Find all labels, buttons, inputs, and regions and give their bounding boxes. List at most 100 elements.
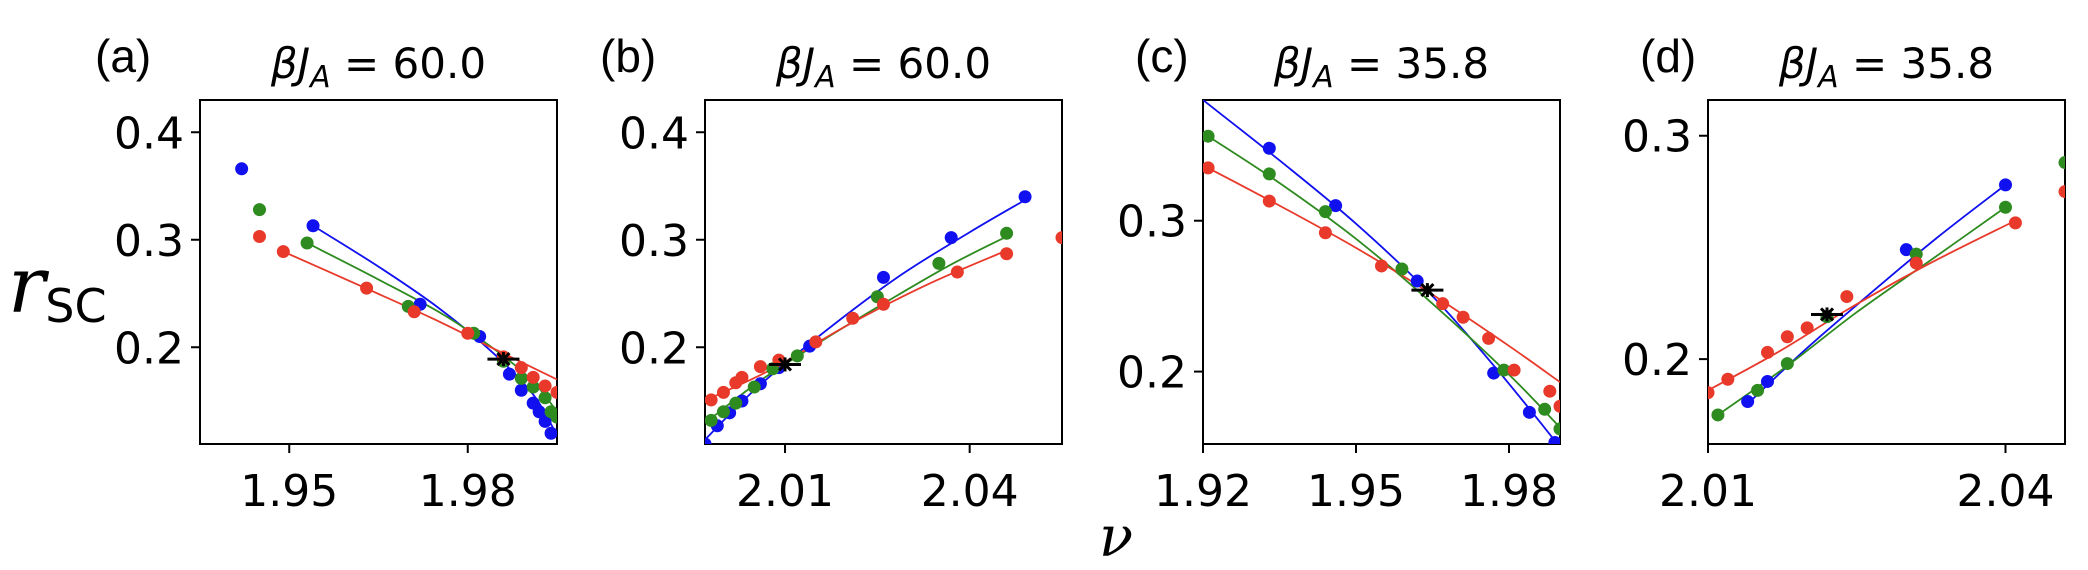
data-point-green <box>716 405 730 419</box>
axes-frame <box>1202 99 1561 445</box>
data-point-green <box>932 256 946 270</box>
data-point-green <box>1553 422 1560 436</box>
data-point-red <box>1456 310 1470 324</box>
y-tick-label: 0.2 <box>114 323 184 374</box>
data-point-blue <box>502 367 516 381</box>
data-point-red <box>2058 185 2065 199</box>
data-point-red <box>550 385 557 399</box>
data-point-red <box>407 305 421 319</box>
data-point-blue <box>1761 374 1774 388</box>
data-point-red <box>950 265 964 279</box>
data-point-red <box>1507 363 1521 377</box>
y-axis-label-sub: SC <box>45 279 106 333</box>
data-point-red <box>461 326 475 340</box>
data-point-green <box>1751 383 1765 397</box>
data-point-red <box>276 245 290 259</box>
panel-a: (a) βJA = 60.0 1.95 1.98 0.2 0.3 0.4 <box>95 30 558 517</box>
data-point-blue <box>944 231 958 245</box>
data-point-green <box>514 371 528 385</box>
y-tick-label: 0.2 <box>1622 335 1692 386</box>
data-point-blue <box>1548 435 1560 444</box>
data-point-blue <box>1329 199 1343 213</box>
data-point-green <box>1497 363 1511 377</box>
data-point-red <box>1318 226 1332 240</box>
axes-frame <box>704 99 1063 445</box>
data-point-blue <box>514 383 528 397</box>
data-point-red <box>1761 345 1774 359</box>
data-point-green <box>253 203 266 217</box>
y-axis-label-main: r <box>8 241 50 331</box>
data-point-blue <box>1522 405 1536 419</box>
fit-line-blue <box>705 199 1026 441</box>
data-point-red <box>1000 247 1014 261</box>
panel-title: βJA = 60.0 <box>775 39 991 95</box>
data-point-blue <box>1262 141 1276 155</box>
data-point-blue <box>538 414 552 428</box>
data-point-blue <box>705 437 712 444</box>
fit-line-blue <box>1203 100 1559 444</box>
data-point-red <box>1055 231 1062 245</box>
panel-letter-label: (d) <box>1640 30 1696 82</box>
data-point-green <box>1999 200 2012 214</box>
data-point-red <box>705 393 718 407</box>
data-point-blue <box>235 162 249 176</box>
x-tick-label: 1.92 <box>1154 466 1252 517</box>
panel-title: βJA = 35.8 <box>1273 39 1489 95</box>
data-point-red <box>1262 194 1276 208</box>
data-point-blue <box>1741 395 1755 409</box>
axes-frame <box>199 99 558 445</box>
data-point-red <box>1482 331 1496 345</box>
y-tick-label: 0.3 <box>1622 112 1692 163</box>
x-tick-label: 1.95 <box>240 466 338 517</box>
panel-b: (b) βJA = 60.0 2.01 2.04 0.2 0.3 0.4 <box>600 30 1063 517</box>
data-point-red <box>538 379 552 393</box>
data-point-blue <box>544 426 557 440</box>
x-tick-label: 2.04 <box>921 466 1019 517</box>
data-point-blue <box>532 405 546 419</box>
data-point-green <box>1538 402 1552 416</box>
y-tick-label: 0.3 <box>619 216 689 267</box>
x-tick-label: 1.98 <box>1460 466 1558 517</box>
fit-line-blue <box>312 225 557 436</box>
y-tick-label: 0.4 <box>114 108 184 159</box>
data-point-red <box>809 335 823 349</box>
x-tick-label: 2.04 <box>1957 466 2055 517</box>
panel-title: βJA = 35.8 <box>1778 39 1994 95</box>
panel-title: βJA = 60.0 <box>270 39 486 95</box>
plot-area <box>1708 156 2065 422</box>
data-point-red <box>1708 386 1715 400</box>
fit-line-red <box>1708 219 2016 392</box>
data-point-green <box>1909 247 1923 261</box>
x-tick-label: 2.01 <box>1659 466 1757 517</box>
y-tick-label: 0.4 <box>619 108 689 159</box>
crossing-marker <box>1411 283 1444 298</box>
data-point-red <box>253 230 266 244</box>
data-point-blue <box>1410 274 1424 288</box>
fit-line-blue <box>1747 184 2007 405</box>
data-point-blue <box>1899 243 1913 257</box>
data-point-green <box>1000 226 1014 240</box>
x-axis-label: ν <box>1099 505 1133 570</box>
data-point-green <box>1711 408 1725 422</box>
data-point-green <box>538 391 552 405</box>
fit-line-green <box>1717 206 2007 416</box>
data-point-green <box>729 396 743 410</box>
crossing-marker <box>487 352 520 367</box>
panel-letter-label: (b) <box>600 30 656 82</box>
fit-line-green <box>1207 135 1560 429</box>
plot-area <box>235 162 557 440</box>
svg-text:rSC: rSC <box>8 241 107 333</box>
data-point-red <box>716 385 730 399</box>
data-point-red <box>1800 321 1814 335</box>
y-axis-label: rSC <box>8 241 107 333</box>
x-tick-label: 2.01 <box>736 466 834 517</box>
x-tick-label: 1.95 <box>1307 466 1405 517</box>
data-point-green <box>1780 357 1794 371</box>
data-point-red <box>360 281 374 295</box>
axes-frame <box>1707 99 2066 445</box>
data-point-green <box>300 236 314 250</box>
plot-area <box>1203 100 1560 444</box>
panels: (a) βJA = 60.0 1.95 1.98 0.2 0.3 0.4 (b) βJA = 6… <box>95 30 2066 517</box>
data-point-red <box>1203 161 1215 175</box>
